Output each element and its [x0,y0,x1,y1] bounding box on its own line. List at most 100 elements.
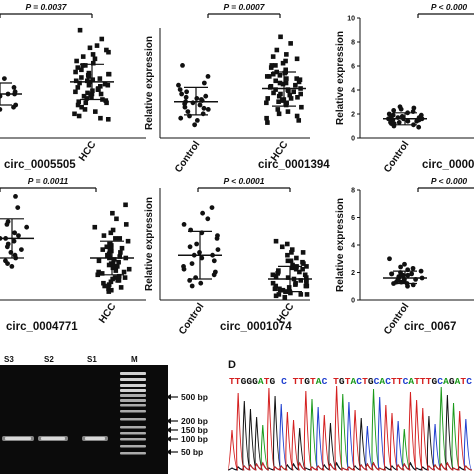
data-point [118,250,123,255]
data-point [293,266,299,272]
data-point [187,244,193,250]
data-point [107,247,113,252]
data-point [299,104,304,110]
data-point [192,122,198,128]
data-point [80,63,86,68]
ladder-band [120,378,146,381]
lane-label-m: M [131,355,138,364]
data-point [211,272,217,278]
chromatogram-trace-c [227,396,473,471]
data-point [411,105,417,111]
data-point [288,258,294,264]
data-point [81,93,87,99]
data-point [100,247,106,252]
data-point [298,278,304,283]
data-point [205,107,211,112]
data-point [264,100,269,106]
data-point [108,244,114,250]
data-point [77,80,82,86]
sequence-base: G [241,376,247,387]
data-point [303,278,309,283]
data-point [118,285,124,290]
data-point [198,280,204,286]
data-point [287,92,293,98]
data-point [75,102,81,108]
chromatogram-trace-t [227,385,472,471]
data-point [400,272,406,278]
data-point [270,280,276,286]
data-point [275,271,280,276]
data-point [203,93,209,99]
p-value-label: P < 0.000 [431,176,468,186]
data-point [92,56,98,62]
chromatogram [227,385,473,471]
data-point [79,67,84,73]
data-point [11,238,17,244]
data-point [274,47,280,53]
data-point [294,56,300,62]
p-value-label: P < 0.000 [431,2,468,12]
data-point [99,271,105,276]
data-point [294,113,300,119]
data-point [284,241,290,247]
panel-title: circ_0000 [422,159,474,171]
y-tick-label: 10 [347,16,355,23]
panel-letter-d: D [228,359,236,371]
data-point [265,120,270,125]
sequence-base: C [281,376,287,387]
data-point [110,261,116,266]
ladder-band [120,384,146,387]
data-point [18,247,24,253]
data-point [177,87,183,92]
data-point [108,230,114,236]
data-point [197,102,203,108]
data-point [410,265,416,271]
data-point [180,63,185,68]
data-point [75,85,81,90]
data-point [126,266,132,272]
panel-title: circ_0067 [404,321,456,333]
data-point [284,52,289,57]
y-axis-label: Relative expression [335,31,346,125]
data-point [294,76,299,81]
data-point [280,60,286,66]
scatter-panel-3: P = 0.0011 HCC circ_0004771 [0,176,146,333]
data-point [283,80,289,86]
data-point [288,41,293,46]
data-point [277,286,282,292]
data-point [304,264,309,269]
lane-label-s2: S2 [44,355,54,364]
data-point [72,111,77,117]
data-point [300,266,305,272]
category-label: Control [173,139,203,175]
data-point [280,81,286,87]
data-point [123,222,129,227]
data-point [106,71,112,77]
data-point [77,27,83,33]
data-point [302,272,308,278]
sequence-base: T [229,376,235,387]
data-point [270,54,276,59]
data-point [409,271,415,277]
data-point [286,285,292,290]
data-point [93,109,98,114]
data-point [105,82,111,88]
p-value-label: P < 0.0001 [223,176,264,186]
sequence-base: G [270,376,276,387]
ladder-band [120,452,146,455]
data-point [179,91,185,97]
sequence-base: C [437,376,443,387]
data-point [96,87,101,92]
data-point [289,250,294,255]
sequence-base: C [385,376,391,387]
data-point [290,265,295,271]
ladder-band [120,438,146,441]
sequence-base: T [391,376,397,387]
y-axis-label: Relative expression [144,36,155,130]
data-point [85,90,90,96]
data-point [265,96,271,101]
data-point [276,99,281,104]
